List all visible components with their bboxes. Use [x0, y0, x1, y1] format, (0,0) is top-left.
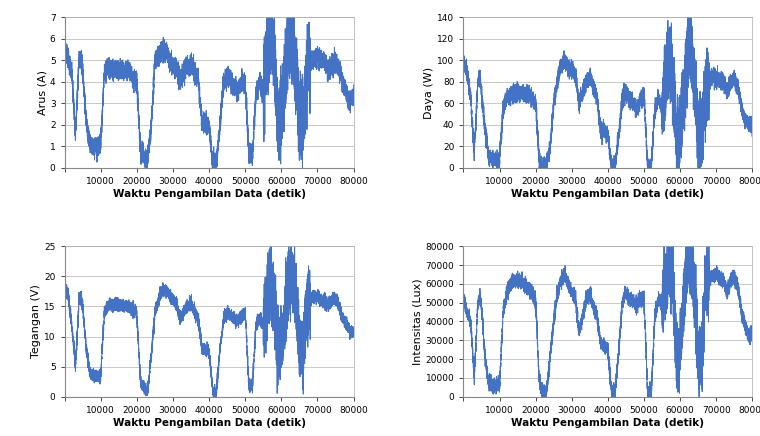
X-axis label: Waktu Pengambilan Data (detik): Waktu Pengambilan Data (detik) [511, 189, 705, 199]
X-axis label: Waktu Pengambilan Data (detik): Waktu Pengambilan Data (detik) [511, 418, 705, 428]
X-axis label: Waktu Pengambilan Data (detik): Waktu Pengambilan Data (detik) [112, 418, 306, 428]
Y-axis label: Tegangan (V): Tegangan (V) [31, 285, 41, 358]
Y-axis label: Intensitas (Lux): Intensitas (Lux) [413, 278, 423, 365]
Y-axis label: Arus (A): Arus (A) [37, 70, 47, 115]
Y-axis label: Daya (W): Daya (W) [424, 67, 435, 119]
X-axis label: Waktu Pengambilan Data (detik): Waktu Pengambilan Data (detik) [112, 189, 306, 199]
